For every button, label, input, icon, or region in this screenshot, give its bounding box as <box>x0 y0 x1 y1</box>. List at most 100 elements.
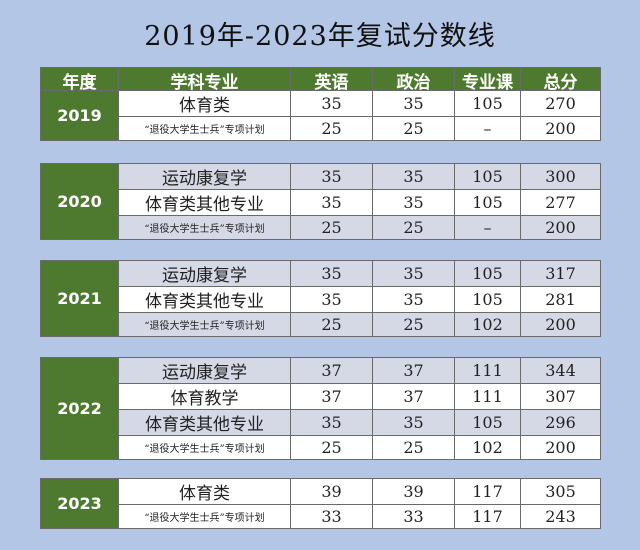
politics-score: 25 <box>372 215 455 240</box>
page-title: 2019年-2023年复试分数线 <box>144 21 496 52</box>
politics-score: 37 <box>372 357 455 384</box>
major-score: 105 <box>454 189 521 216</box>
subject-cell: “退役大学生士兵”专项计划 <box>118 435 291 460</box>
score-group-2021: 2021 运动康复学 35 35 105 317 体育类其他专业 35 35 105 281 “退役大… <box>40 260 601 337</box>
politics-score: 25 <box>372 435 455 460</box>
table-row: 体育类其他专业 35 35 105 281 <box>41 286 601 313</box>
english-score: 35 <box>290 260 373 287</box>
politics-score: 35 <box>372 189 455 216</box>
english-score: 25 <box>290 215 373 240</box>
major-score: 111 <box>454 383 521 410</box>
table-row: “退役大学生士兵”专项计划 25 25 102 200 <box>41 435 601 460</box>
politics-score: 35 <box>372 409 455 436</box>
subject-cell: 体育类其他专业 <box>118 189 291 216</box>
subject-cell: “退役大学生士兵”专项计划 <box>118 116 291 141</box>
major-score: 111 <box>454 357 521 384</box>
subject-cell: “退役大学生士兵”专项计划 <box>118 312 291 337</box>
subject-cell: 运动康复学 <box>118 163 291 190</box>
major-score: 105 <box>454 260 521 287</box>
table-row: 2021 运动康复学 35 35 105 317 <box>40 260 601 337</box>
table-row: 2023 体育类 39 39 117 305 <box>40 478 601 529</box>
subject-cell: 体育类 <box>118 478 291 505</box>
score-group-2020: 2020 运动康复学 35 35 105 300 体育类其他专业 35 35 105 277 “退役大… <box>40 163 601 240</box>
total-score: 277 <box>520 189 601 216</box>
subject-cell: 体育教学 <box>118 383 291 410</box>
year-cell: 2022 <box>40 357 119 460</box>
politics-score: 35 <box>372 260 455 287</box>
english-score: 37 <box>290 383 373 410</box>
english-score: 35 <box>290 163 373 190</box>
table-row: “退役大学生士兵”专项计划 25 25–200 <box>41 116 601 141</box>
header-major: 专业课 <box>454 67 521 94</box>
major-score: 105 <box>454 90 521 117</box>
total-score: 200 <box>520 215 601 240</box>
year-cell: 2019 <box>40 90 119 141</box>
year-cell: 2023 <box>40 478 119 529</box>
header-total: 总分 <box>520 67 601 94</box>
major-score: – <box>454 215 521 240</box>
table-row: 2019 体育类 35 35 105 270 <box>40 90 601 141</box>
table-row: “退役大学生士兵”专项计划 33 33 117 243 <box>41 504 601 529</box>
politics-score: 37 <box>372 383 455 410</box>
table-row: 体育类其他专业 35 35 105 277 <box>41 189 601 216</box>
total-score: 344 <box>520 357 601 384</box>
major-score: – <box>454 116 521 141</box>
total-score: 281 <box>520 286 601 313</box>
politics-score: 35 <box>372 163 455 190</box>
major-score: 117 <box>454 478 521 505</box>
subject-cell: 体育类 <box>118 90 291 117</box>
english-score: 35 <box>290 189 373 216</box>
politics-score: 25 <box>372 116 455 141</box>
total-score: 305 <box>520 478 601 505</box>
subject-cell: “退役大学生士兵”专项计划 <box>118 504 291 529</box>
total-score: 200 <box>520 312 601 337</box>
total-score: 243 <box>520 504 601 529</box>
total-score: 317 <box>520 260 601 287</box>
major-score: 117 <box>454 504 521 529</box>
total-score: 200 <box>520 116 601 141</box>
table-row: “退役大学生士兵”专项计划 25 25 102 200 <box>41 312 601 337</box>
english-score: 35 <box>290 286 373 313</box>
total-score: 300 <box>520 163 601 190</box>
total-score: 307 <box>520 383 601 410</box>
politics-score: 39 <box>372 478 455 505</box>
total-score: 270 <box>520 90 601 117</box>
subject-cell: 体育类其他专业 <box>118 409 291 436</box>
table-row: “退役大学生士兵”专项计划 25 25–200 <box>41 215 601 240</box>
english-score: 35 <box>290 409 373 436</box>
subject-cell: 运动康复学 <box>118 260 291 287</box>
major-score: 105 <box>454 286 521 313</box>
politics-score: 25 <box>372 312 455 337</box>
politics-score: 35 <box>372 90 455 117</box>
total-score: 296 <box>520 409 601 436</box>
score-group-2023: 2023 体育类 39 39 117 305 “退役大学生士兵”专项计划 33 33 117 243 <box>40 478 601 529</box>
table-row: 体育教学 37 37 111 307 <box>41 383 601 410</box>
table-row: 体育类其他专业 35 35 105 296 <box>41 409 601 436</box>
subject-cell: 体育类其他专业 <box>118 286 291 313</box>
subject-cell: “退役大学生士兵”专项计划 <box>118 215 291 240</box>
english-score: 33 <box>290 504 373 529</box>
politics-score: 33 <box>372 504 455 529</box>
english-score: 25 <box>290 435 373 460</box>
major-score: 102 <box>454 435 521 460</box>
header-year: 年度 <box>40 67 119 94</box>
english-score: 39 <box>290 478 373 505</box>
table-row: 2020 运动康复学 35 35 105 300 <box>40 163 601 240</box>
english-score: 35 <box>290 90 373 117</box>
score-group-2022: 2022 运动康复学 37 37 111 344 体育教学 37 37 111 307 体育类其他专业… <box>40 357 601 460</box>
politics-score: 35 <box>372 286 455 313</box>
table-row: 2022 运动康复学 37 37 111 344 <box>40 357 601 460</box>
subject-cell: 运动康复学 <box>118 357 291 384</box>
english-score: 37 <box>290 357 373 384</box>
year-cell: 2020 <box>40 163 119 240</box>
year-cell: 2021 <box>40 260 119 337</box>
total-score: 200 <box>520 435 601 460</box>
header-row: 年度 学科专业 英语 政治 专业课 总分 <box>40 67 601 94</box>
major-score: 105 <box>454 409 521 436</box>
english-score: 25 <box>290 116 373 141</box>
header-table: 年度 学科专业 英语 政治 专业课 总分 <box>40 67 601 94</box>
major-score: 102 <box>454 312 521 337</box>
english-score: 25 <box>290 312 373 337</box>
score-group-2019: 2019 体育类 35 35 105 270 “退役大学生士兵”专项计划 25 25–200 <box>40 90 601 141</box>
major-score: 105 <box>454 163 521 190</box>
